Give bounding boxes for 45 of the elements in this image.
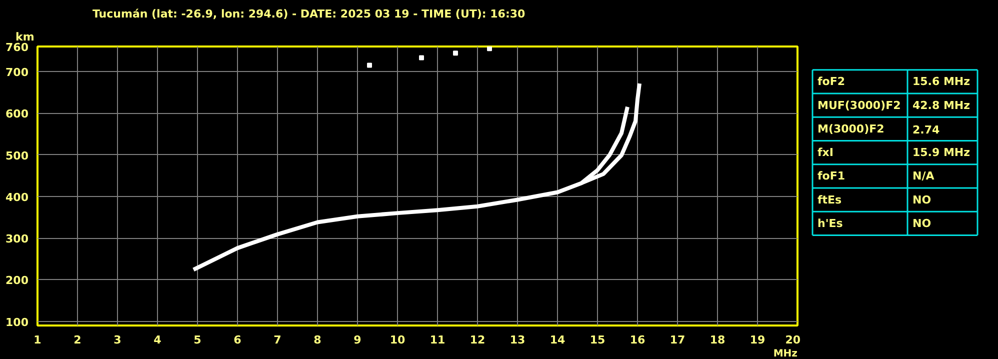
y-tick-label: 500 [6, 149, 29, 162]
text: ftEs [818, 193, 842, 206]
text: NO [912, 216, 932, 230]
text: N/A [912, 170, 935, 183]
x-tick-label: 15 [590, 334, 606, 346]
y-tick-label: 760 [6, 41, 29, 54]
x-tick-label: 19 [750, 334, 766, 346]
text: M(3000)F2 [818, 122, 884, 136]
text: 2.74 [912, 123, 940, 136]
text: foF2 [818, 75, 846, 88]
x-tick-label: 9 [354, 334, 362, 346]
chart-title: Tucumán (lat: -26.9, lon: 294.6) - DATE: 2025 03 19 - TIME (UT): 16:30 [92, 8, 526, 20]
y-axis-title: km [16, 30, 34, 44]
x-tick-label: 17 [670, 334, 686, 346]
x-axis-title: MHz [773, 348, 798, 359]
x-tick-label: 11 [430, 334, 446, 346]
y-tick-label: 600 [6, 108, 29, 121]
text: NO [912, 193, 932, 206]
x-tick-label: 3 [114, 334, 122, 346]
text: 42.8 MHz [912, 98, 970, 112]
x-tick-label: 16 [630, 334, 646, 346]
y-tick-label: 100 [6, 316, 29, 329]
x-tick-label: 20 [785, 334, 801, 346]
x-tick-label: 6 [234, 334, 242, 346]
y-tick-label: 700 [6, 66, 29, 79]
x-tick-label: 18 [710, 334, 726, 346]
y-tick-label: 200 [6, 274, 29, 288]
y-tick-label: 400 [6, 190, 29, 204]
x-tick-label: 8 [314, 334, 322, 346]
x-tick-label: 14 [550, 334, 566, 346]
text: foF1 [818, 170, 846, 183]
x-tick-label: 13 [510, 334, 526, 346]
x-tick-label: 10 [390, 334, 406, 346]
text: 15.6 MHz [912, 75, 970, 88]
text: fxI [818, 146, 834, 160]
text: 15.9 MHz [912, 146, 970, 160]
x-tick-label: 1 [34, 334, 42, 346]
x-tick-label: 5 [194, 334, 202, 346]
x-tick-label: 4 [154, 334, 162, 346]
x-tick-label: 12 [470, 334, 486, 346]
x-tick-label: 7 [274, 334, 282, 346]
y-tick-label: 300 [6, 232, 29, 246]
text: h'Es [818, 216, 844, 230]
x-tick-label: 2 [74, 334, 82, 346]
text: MUF(3000)F2 [818, 98, 901, 112]
